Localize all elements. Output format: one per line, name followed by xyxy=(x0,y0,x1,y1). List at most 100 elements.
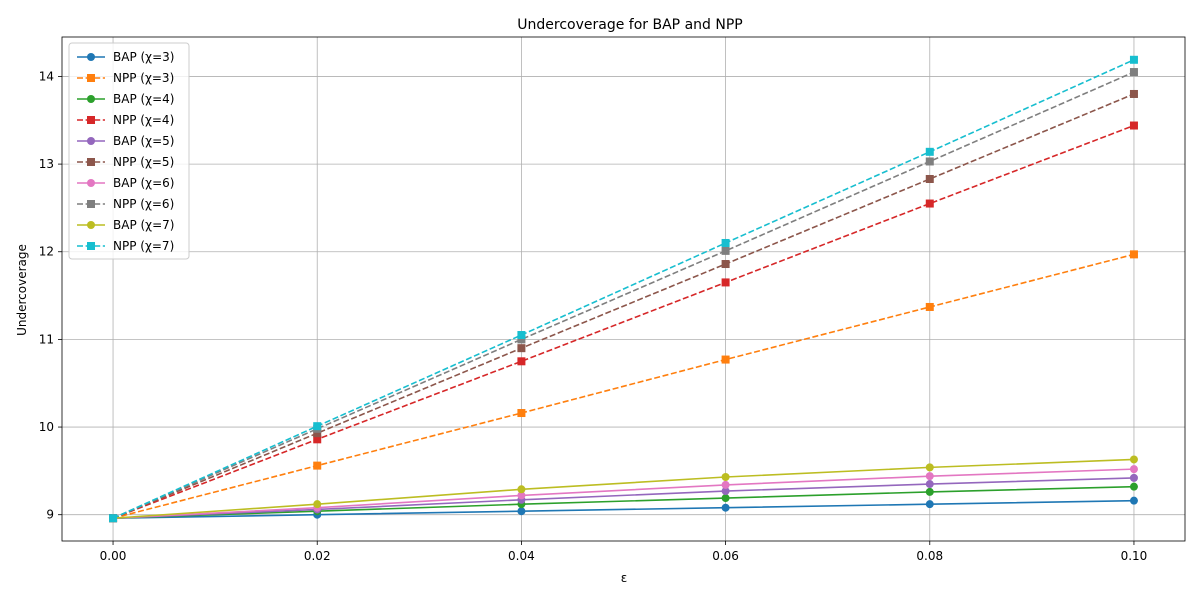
legend-label: BAP (χ=5) xyxy=(113,134,174,148)
data-point xyxy=(517,507,526,516)
data-point xyxy=(1129,482,1138,491)
series-line xyxy=(113,477,1134,520)
legend-entry: NPP (χ=5) xyxy=(77,155,174,169)
data-point xyxy=(517,409,526,418)
x-axis-title: ε xyxy=(621,571,628,585)
data-point xyxy=(721,260,730,269)
legend-entry: BAP (χ=5) xyxy=(77,134,174,148)
data-point xyxy=(721,238,730,247)
series-lines xyxy=(109,55,1138,523)
data-point xyxy=(721,246,730,255)
series-line xyxy=(113,485,1134,520)
data-point xyxy=(313,422,322,431)
grid xyxy=(62,37,1185,541)
data-point xyxy=(925,487,934,496)
legend-entry: NPP (χ=4) xyxy=(77,113,174,127)
series-line xyxy=(113,468,1134,520)
series-3 xyxy=(109,121,1138,523)
legend-label: NPP (χ=4) xyxy=(113,113,174,127)
x-tick-label: 0.10 xyxy=(1121,549,1148,563)
legend-label: NPP (χ=7) xyxy=(113,239,174,253)
data-point xyxy=(925,463,934,472)
data-point xyxy=(517,491,526,500)
legend-entry: NPP (χ=3) xyxy=(77,71,174,85)
legend-entry: NPP (χ=7) xyxy=(77,239,174,253)
data-point xyxy=(517,357,526,366)
y-tick-label: 13 xyxy=(39,157,54,171)
series-line xyxy=(112,93,1135,519)
legend-entry: BAP (χ=7) xyxy=(77,218,174,232)
legend-label: BAP (χ=7) xyxy=(113,218,174,232)
y-tick-label: 14 xyxy=(39,69,54,83)
series-1 xyxy=(109,250,1138,523)
x-tick-label: 0.02 xyxy=(304,549,331,563)
y-tick-label: 9 xyxy=(46,508,54,522)
legend-marker xyxy=(87,242,95,250)
data-point xyxy=(721,480,730,489)
data-point xyxy=(925,500,934,509)
data-point xyxy=(721,487,730,496)
legend-label: BAP (χ=6) xyxy=(113,176,174,190)
data-point xyxy=(313,435,322,444)
data-point xyxy=(517,485,526,494)
legend-marker xyxy=(87,95,95,103)
legend-marker xyxy=(87,53,95,61)
legend: BAP (χ=3) NPP (χ=3) BAP (χ=4) NPP (χ=4) BAP … xyxy=(68,42,190,260)
x-tick-label: 0.06 xyxy=(712,549,739,563)
data-point xyxy=(517,331,526,340)
legend-label: NPP (χ=3) xyxy=(113,71,174,85)
data-point xyxy=(721,503,730,512)
series-line xyxy=(112,124,1135,519)
legend-marker xyxy=(87,221,95,229)
data-point xyxy=(1129,473,1138,482)
data-point xyxy=(313,429,322,438)
legend-entry: BAP (χ=4) xyxy=(77,92,174,106)
data-point xyxy=(721,473,730,482)
legend-label: NPP (χ=5) xyxy=(113,155,174,169)
data-point xyxy=(313,500,322,509)
data-point xyxy=(925,472,934,481)
data-point xyxy=(925,199,934,208)
data-point xyxy=(517,335,526,344)
y-axis-title: Undercoverage xyxy=(15,244,29,336)
data-point xyxy=(313,461,322,470)
legend-marker xyxy=(87,74,95,82)
axes xyxy=(58,36,1186,545)
data-point xyxy=(1129,121,1138,130)
data-point xyxy=(1129,55,1138,64)
series-line xyxy=(112,253,1135,519)
series-line xyxy=(112,458,1134,520)
chart-title: Undercoverage for BAP and NPP xyxy=(517,17,742,33)
x-tick-label: 0.08 xyxy=(916,549,943,563)
data-point xyxy=(925,157,934,166)
series-9 xyxy=(109,55,1138,523)
legend-entry: NPP (χ=6) xyxy=(77,197,174,211)
data-point xyxy=(109,514,118,523)
data-point xyxy=(1129,89,1138,98)
series-line xyxy=(112,59,1135,519)
data-point xyxy=(1129,455,1138,464)
legend-marker xyxy=(87,158,95,166)
x-tick-label: 0.00 xyxy=(100,549,127,563)
series-line xyxy=(112,71,1135,519)
data-point xyxy=(721,494,730,503)
data-point xyxy=(925,147,934,156)
legend-label: NPP (χ=6) xyxy=(113,197,174,211)
data-point xyxy=(517,344,526,353)
tick-labels: 0.00 0.02 0.04 0.06 0.08 0.10 9 10 11 12 13 14 xyxy=(39,69,1148,563)
data-point xyxy=(721,355,730,364)
series-5 xyxy=(109,89,1138,523)
plot-frame xyxy=(61,36,1186,542)
y-tick-label: 10 xyxy=(39,420,54,434)
legend-label: BAP (χ=4) xyxy=(113,92,174,106)
legend-marker xyxy=(87,200,95,208)
series-line xyxy=(113,499,1134,520)
x-tick-label: 0.04 xyxy=(508,549,535,563)
y-tick-label: 12 xyxy=(39,245,54,259)
legend-label: BAP (χ=3) xyxy=(113,50,174,64)
legend-marker xyxy=(87,137,95,145)
data-point xyxy=(721,278,730,287)
data-point xyxy=(1129,496,1138,505)
